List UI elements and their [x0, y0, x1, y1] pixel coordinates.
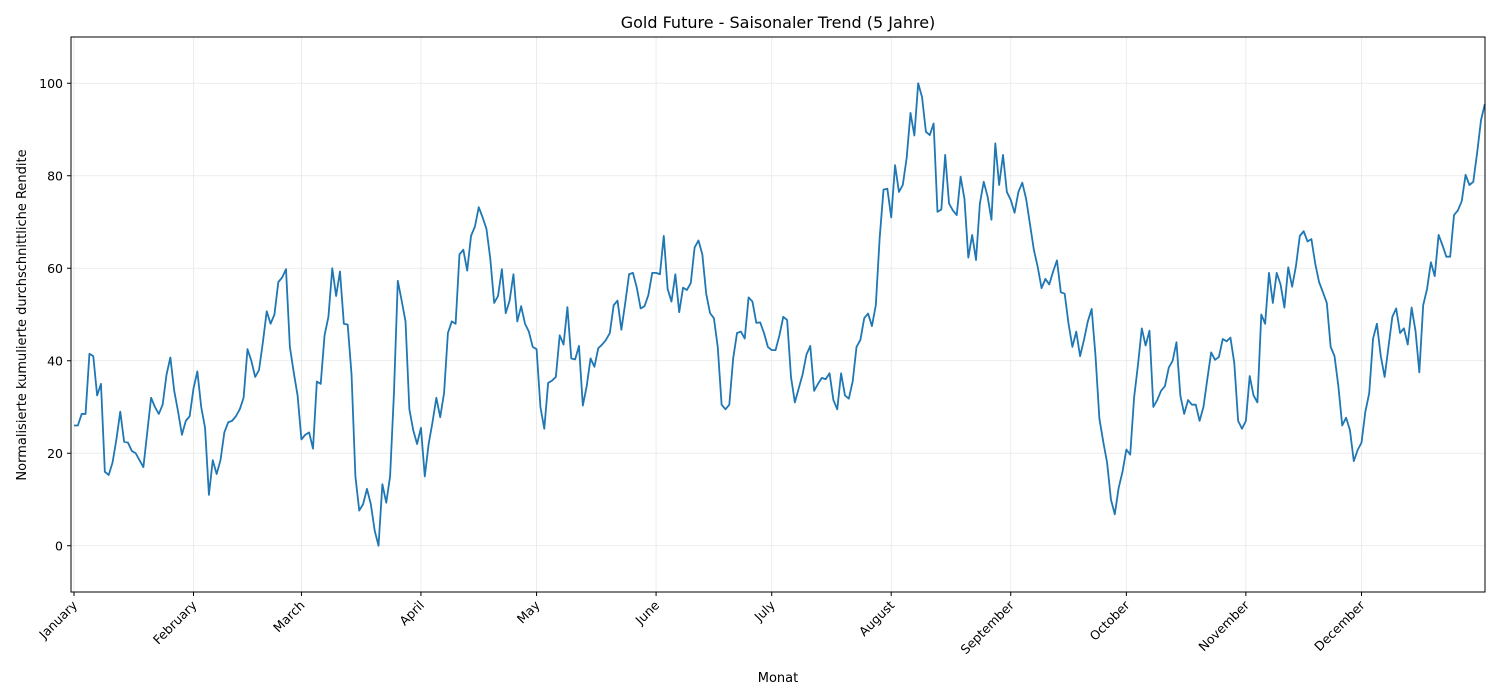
x-tick-label: June: [632, 597, 663, 628]
x-tick-label: March: [270, 598, 308, 636]
x-tick-label: February: [150, 597, 200, 647]
y-tick-label: 80: [47, 168, 63, 183]
x-tick-label: April: [396, 598, 427, 629]
x-axis-label: Monat: [758, 671, 798, 686]
y-tick-label: 20: [47, 446, 63, 461]
plot-frame: [70, 36, 1486, 593]
x-tick-label: December: [1311, 597, 1368, 654]
x-tick-label: May: [514, 597, 543, 626]
x-tick-label: August: [856, 597, 898, 639]
y-tick-label: 40: [47, 353, 63, 368]
y-axis-label: Normalisierte kumulierte durchschnittlic…: [15, 149, 30, 480]
x-tick-label: October: [1086, 597, 1133, 644]
y-axis-ticks: 0 20 40 60 80 100: [39, 76, 71, 553]
y-tick-label: 100: [39, 76, 63, 91]
chart-title: Gold Future - Saisonaler Trend (5 Jahre): [621, 13, 936, 32]
series-line: [74, 82, 1486, 547]
y-tick-label: 60: [47, 261, 63, 276]
x-axis-ticks: January February March April May June July Augu…: [35, 592, 1368, 657]
grid: [71, 37, 1485, 592]
x-tick-label: September: [957, 597, 1017, 657]
x-tick-label: November: [1195, 597, 1252, 654]
x-tick-label: January: [35, 597, 80, 642]
y-tick-label: 0: [55, 538, 63, 553]
x-tick-label: July: [751, 597, 779, 625]
